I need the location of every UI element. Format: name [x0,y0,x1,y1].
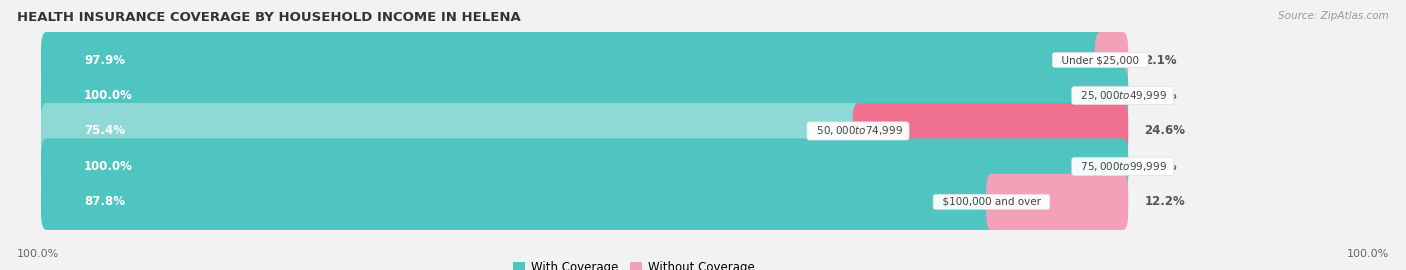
FancyBboxPatch shape [41,139,1128,194]
Text: Under $25,000: Under $25,000 [1054,55,1146,65]
Text: $50,000 to $74,999: $50,000 to $74,999 [810,124,907,137]
FancyBboxPatch shape [852,103,1128,159]
FancyBboxPatch shape [41,68,1128,123]
Legend: With Coverage, Without Coverage: With Coverage, Without Coverage [509,256,759,270]
Text: 24.6%: 24.6% [1144,124,1185,137]
FancyBboxPatch shape [1095,32,1128,88]
FancyBboxPatch shape [41,174,1128,230]
Text: 75.4%: 75.4% [84,124,125,137]
Text: $75,000 to $99,999: $75,000 to $99,999 [1074,160,1171,173]
Text: $100,000 and over: $100,000 and over [936,197,1047,207]
FancyBboxPatch shape [41,68,1128,123]
Text: 100.0%: 100.0% [17,249,59,259]
Text: 97.9%: 97.9% [84,53,125,66]
Text: 100.0%: 100.0% [84,89,134,102]
Text: 100.0%: 100.0% [1347,249,1389,259]
Text: 0.0%: 0.0% [1144,89,1177,102]
FancyBboxPatch shape [986,174,1128,230]
Text: HEALTH INSURANCE COVERAGE BY HOUSEHOLD INCOME IN HELENA: HEALTH INSURANCE COVERAGE BY HOUSEHOLD I… [17,11,520,24]
Text: $25,000 to $49,999: $25,000 to $49,999 [1074,89,1171,102]
Text: 2.1%: 2.1% [1144,53,1177,66]
Text: 0.0%: 0.0% [1144,160,1177,173]
FancyBboxPatch shape [41,139,1128,194]
Text: 87.8%: 87.8% [84,195,125,208]
FancyBboxPatch shape [41,32,1128,88]
FancyBboxPatch shape [41,103,1128,159]
Text: 12.2%: 12.2% [1144,195,1185,208]
Text: 100.0%: 100.0% [84,160,134,173]
Text: Source: ZipAtlas.com: Source: ZipAtlas.com [1278,11,1389,21]
FancyBboxPatch shape [41,32,1105,88]
FancyBboxPatch shape [41,103,863,159]
FancyBboxPatch shape [41,174,997,230]
